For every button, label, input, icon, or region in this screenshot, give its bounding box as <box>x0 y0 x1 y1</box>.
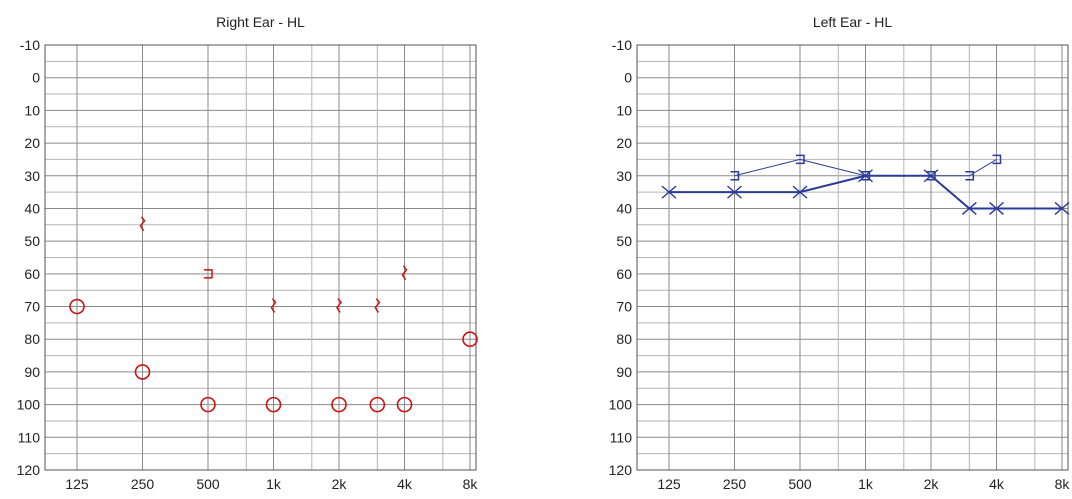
y-tick-label: 30 <box>24 168 40 184</box>
x-tick-label: 4k <box>989 476 1005 492</box>
x-tick-label: 125 <box>657 476 681 492</box>
y-tick-label: 110 <box>18 429 41 445</box>
bone-conduction-point <box>270 298 277 313</box>
x-tick-label: 1k <box>858 476 874 492</box>
air-conduction-point <box>989 201 1004 215</box>
bone-conduction-point <box>336 298 342 313</box>
air-conduction-point <box>331 396 347 413</box>
y-tick-label: 110 <box>610 429 633 445</box>
y-tick-label: 30 <box>616 168 632 184</box>
y-tick-label: -10 <box>20 37 40 53</box>
air-conduction-point <box>1054 201 1070 215</box>
x-tick-label: 250 <box>723 476 747 492</box>
y-tick-label: 20 <box>24 135 40 151</box>
grid <box>637 44 1068 471</box>
bone-conduction-point <box>992 154 1002 165</box>
y-tick-label: 50 <box>616 233 632 249</box>
y-tick-label: 120 <box>609 462 633 478</box>
right-ear-audiogram-svg: Right Ear - HL -10 0 10 20 30 40 50 60 70 80 90 100 1… <box>17 14 479 492</box>
x-tick-label: 4k <box>397 476 413 492</box>
left-ear-audiogram: Left Ear - HL -10 0 10 20 30 40 50 60 70 80 90 100 11… <box>592 0 1072 494</box>
y-tick-label: 70 <box>616 299 632 315</box>
bone-conduction-point <box>139 216 146 232</box>
y-tick-label: -10 <box>612 37 632 53</box>
y-tick-label: 100 <box>609 397 633 413</box>
bone-conduction-point <box>730 171 740 181</box>
left-ear-audiogram-svg: Left Ear - HL -10 0 10 20 30 40 50 60 70 80 90 100 11… <box>609 14 1071 492</box>
bone-conduction-point <box>861 171 871 181</box>
y-tick-label: 70 <box>24 299 40 315</box>
plot-frame <box>636 44 1069 471</box>
y-tick-label: 60 <box>616 266 632 282</box>
y-tick-label: 90 <box>24 364 40 380</box>
x-tick-label: 125 <box>65 476 89 492</box>
chart-title: Left Ear - HL <box>813 14 893 30</box>
bone-conduction-point <box>965 171 975 181</box>
right-ear-audiogram: Right Ear - HL -10 0 10 20 30 40 50 60 70 80 90 100 1… <box>0 0 480 494</box>
x-tick-label: 250 <box>131 476 155 492</box>
y-tick-label: 50 <box>24 233 40 249</box>
x-tick-label: 2k <box>332 476 348 492</box>
y-tick-label: 60 <box>24 266 40 282</box>
air-conduction-point <box>200 396 216 413</box>
x-tick-label: 500 <box>788 476 812 492</box>
x-tick-label: 8k <box>1055 476 1071 492</box>
air-conduction-point <box>961 201 977 215</box>
bone-conduction-point <box>401 265 408 281</box>
chart-title: Right Ear - HL <box>216 14 305 30</box>
air-conduction-point <box>792 185 808 199</box>
bone-conduction-point <box>374 298 381 313</box>
y-tick-label: 80 <box>616 331 632 347</box>
y-tick-label: 120 <box>17 462 41 478</box>
x-tick-label: 500 <box>196 476 220 492</box>
x-tick-label: 2k <box>924 476 940 492</box>
y-tick-label: 80 <box>24 331 40 347</box>
bone-conduction-point <box>927 171 936 181</box>
air-conduction-point <box>396 396 413 413</box>
bone-conduction-point <box>796 154 805 165</box>
air-conduction-point <box>369 396 386 413</box>
air-conduction-point <box>727 185 742 199</box>
y-tick-label: 10 <box>616 102 632 118</box>
y-tick-label: 40 <box>616 200 632 216</box>
y-tick-label: 10 <box>24 102 40 118</box>
air-conduction-point <box>265 396 282 413</box>
air-conduction-point <box>661 185 677 199</box>
data-marks <box>661 154 1070 215</box>
y-tick-label: 20 <box>616 135 632 151</box>
plot-frame <box>44 44 477 471</box>
air-conduction-point <box>462 331 478 348</box>
y-tick-label: 0 <box>32 70 40 86</box>
data-marks <box>69 216 478 413</box>
y-tick-label: 40 <box>24 200 40 216</box>
x-tick-label: 8k <box>463 476 479 492</box>
y-tick-label: 90 <box>616 364 632 380</box>
x-tick-label: 1k <box>266 476 282 492</box>
air-conduction-point <box>69 298 85 315</box>
air-conduction-point <box>134 364 151 380</box>
grid <box>45 44 476 471</box>
y-tick-label: 0 <box>624 70 632 86</box>
bone-conduction-point <box>204 269 213 279</box>
y-tick-label: 100 <box>17 397 41 413</box>
